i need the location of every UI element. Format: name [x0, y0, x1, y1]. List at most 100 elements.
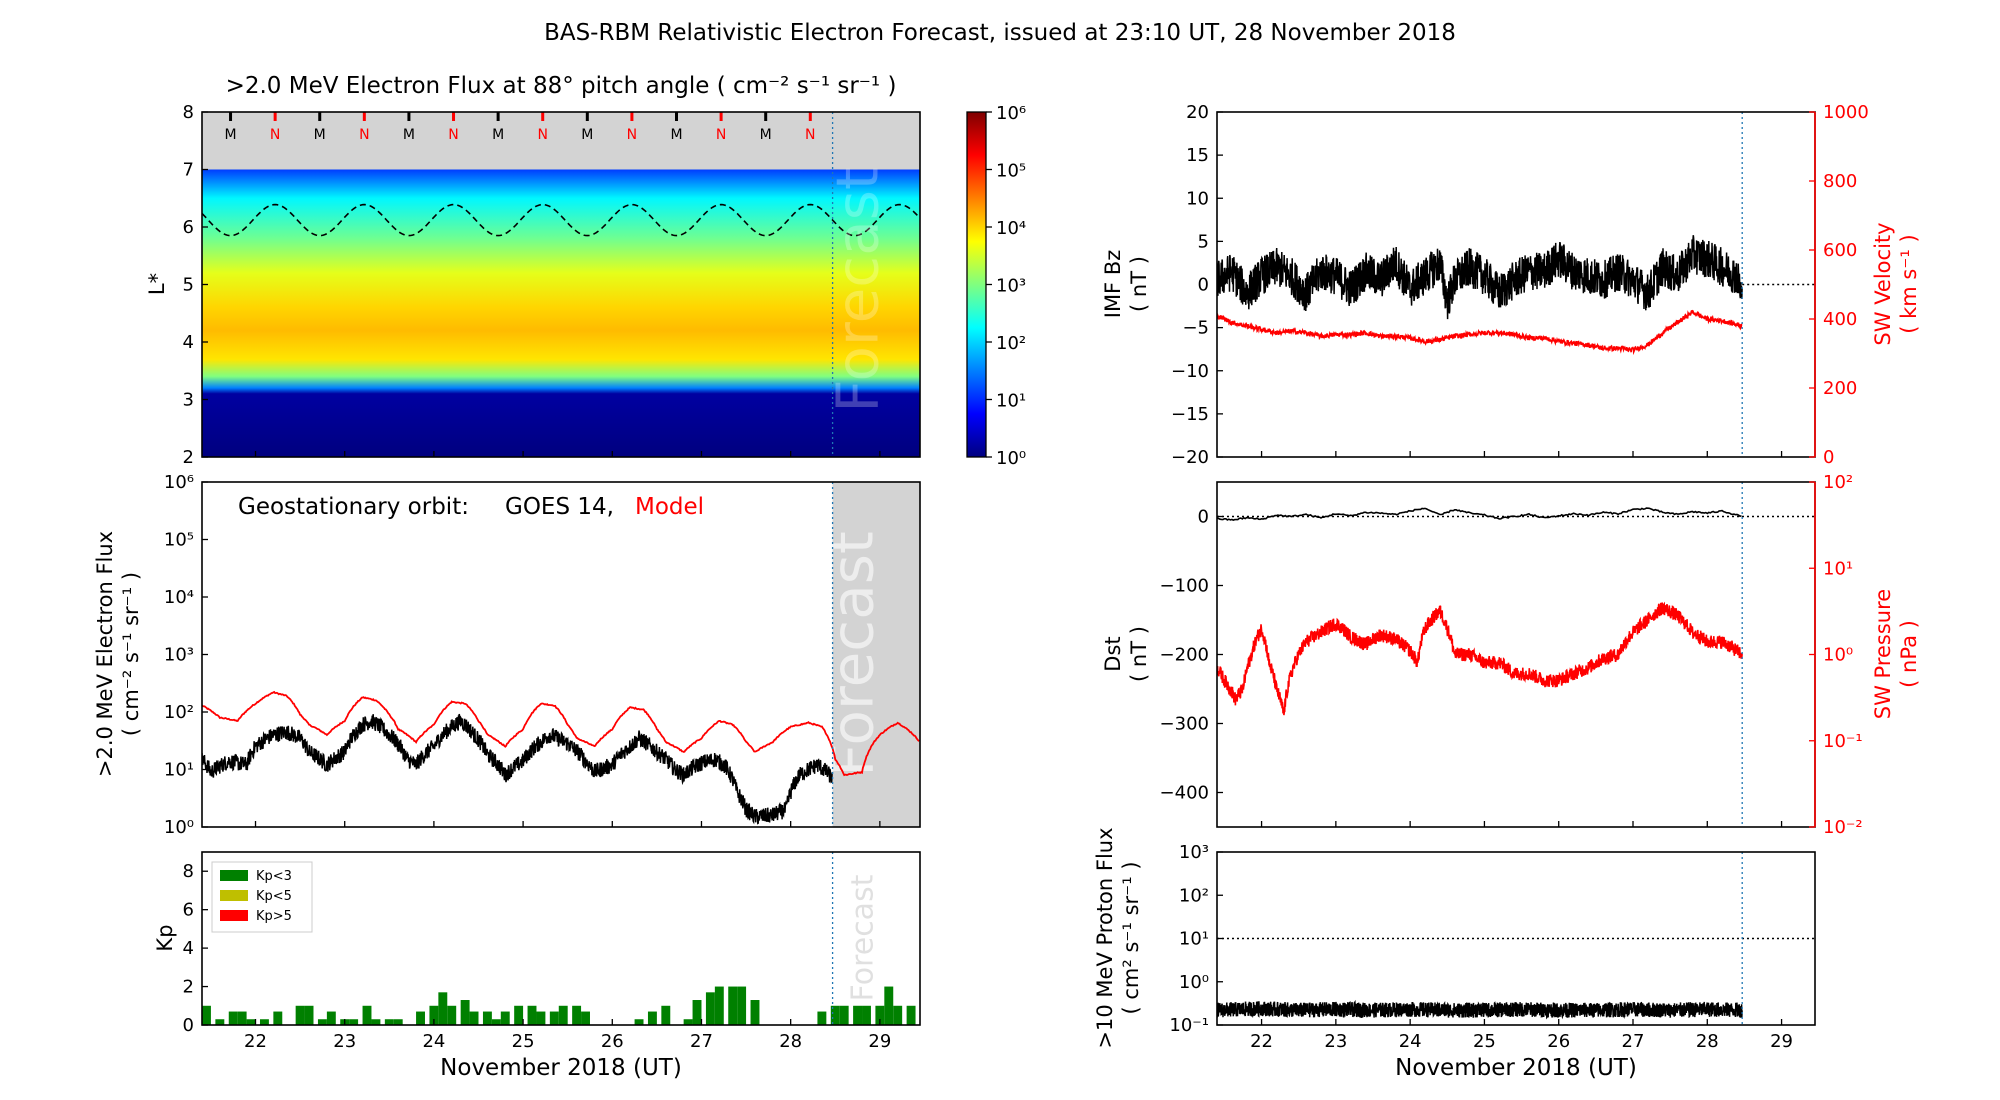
- proton-xtick-label: 27: [1622, 1031, 1645, 1052]
- colorbar-tick-label: 10³: [996, 276, 1026, 297]
- kp-bar: [705, 992, 715, 1025]
- imf-ylabel-line: IMF Bz: [1101, 250, 1125, 319]
- geo-ytick-label: 10⁴: [164, 587, 194, 608]
- geo-ytick-label: 10¹: [164, 760, 194, 781]
- colorbar-tick-label: 10²: [996, 333, 1026, 354]
- mlt-marker-label: M: [403, 127, 415, 143]
- kp-bar: [215, 1019, 225, 1025]
- kp-bar: [893, 1005, 903, 1025]
- colorbar-tick-label: 10⁵: [996, 161, 1026, 182]
- kp-bar: [362, 1005, 372, 1025]
- kp-legend-label: Kp<5: [256, 889, 292, 904]
- kp-bar: [661, 1005, 671, 1025]
- proton-ytick-label: 10¹: [1179, 929, 1209, 950]
- lstar-ytick-label: 6: [183, 217, 194, 238]
- colorbar-tick-label: 10⁰: [996, 448, 1026, 469]
- lstar-ytick-label: 4: [183, 332, 194, 353]
- imf-ytick-label: 0: [1198, 275, 1209, 296]
- kp-bar: [817, 1011, 827, 1025]
- dst-ytick-label: −100: [1160, 576, 1209, 597]
- kp-bar: [514, 1005, 524, 1025]
- kp-bar: [906, 1005, 916, 1025]
- kp-bar: [750, 1000, 760, 1025]
- mlt-marker-label: N: [805, 127, 815, 143]
- above-lstar7-region: [202, 112, 920, 170]
- lstar-ytick-label: 5: [183, 275, 194, 296]
- dst-ylabel-line: ( nT ): [1127, 626, 1151, 682]
- proton-xtick-label: 25: [1473, 1031, 1496, 1052]
- kp-bar: [500, 1011, 510, 1025]
- legend-prefix: Geostationary orbit:: [238, 494, 469, 520]
- dst-ytick-label: −300: [1160, 714, 1209, 735]
- kp-bar: [549, 1011, 559, 1025]
- kp-bar: [304, 1005, 314, 1025]
- dst-ytick-label: 0: [1198, 507, 1209, 528]
- imf-y2tick-label: 600: [1823, 240, 1857, 261]
- imf-y2tick-label: 0: [1823, 447, 1834, 468]
- lstar-ylabel-line: L*: [145, 273, 169, 295]
- mlt-marker-label: N: [359, 127, 369, 143]
- flux-heatmap: [202, 169, 920, 457]
- proton-flux-line: [1217, 999, 1743, 1020]
- imf-y2tick-label: 200: [1823, 378, 1857, 399]
- kp-xtick-label: 26: [601, 1031, 624, 1052]
- mlt-marker-label: M: [670, 127, 682, 143]
- kp-bar: [714, 986, 724, 1025]
- goes-flux-line: [202, 713, 834, 825]
- mlt-marker-label: M: [581, 127, 593, 143]
- kp-ylabel: Kp: [153, 924, 177, 951]
- mlt-marker-label: N: [716, 127, 726, 143]
- mlt-marker-label: N: [627, 127, 637, 143]
- sw-velocity-ylabel-line: SW Velocity: [1871, 222, 1895, 345]
- kp-legend-label: Kp>5: [256, 909, 292, 924]
- kp-bar: [202, 1005, 211, 1025]
- kp-bar: [862, 1005, 871, 1025]
- kp-bar: [527, 1005, 537, 1025]
- kp-legend-label: Kp<3: [256, 869, 292, 884]
- mlt-marker-label: N: [270, 127, 280, 143]
- imf-ytick-label: 10: [1186, 188, 1209, 209]
- flux-colorbar: 10⁰ 10¹ 10² 10³ 10⁴ 10⁵ 10⁶: [966, 103, 1026, 469]
- sw-velocity-ylabel: SW Velocity( km s⁻¹ ): [1871, 222, 1921, 345]
- geo-ytick-label: 10⁰: [164, 817, 194, 838]
- kp-bar: [469, 1011, 479, 1025]
- kp-bar: [393, 1019, 403, 1025]
- kp-ytick-label: 6: [183, 900, 194, 921]
- kp-bar: [558, 1005, 568, 1025]
- kp-bar: [447, 1005, 457, 1025]
- forecast-region: [832, 482, 920, 827]
- kp-bar: [572, 1005, 582, 1025]
- kp-bar: [228, 1011, 238, 1025]
- proton-flux-panel: 10⁻¹ 10⁰ 10¹ 10² 10³ 22 23 24 25 26 27 28 29 >10 MeV …: [1093, 827, 1816, 1052]
- colorbar-tick-label: 10⁶: [996, 103, 1026, 124]
- imf-ytick-label: −20: [1171, 447, 1209, 468]
- kp-ytick-label: 8: [183, 861, 194, 882]
- kp-xtick-label: 29: [868, 1031, 891, 1052]
- kp-ytick-label: 0: [183, 1015, 194, 1036]
- lstar-panel-title: >2.0 MeV Electron Flux at 88° pitch angl…: [226, 73, 897, 99]
- right-xaxis-label: November 2018 (UT): [1395, 1055, 1637, 1081]
- kp-bar: [460, 1000, 470, 1025]
- mlt-marker-label: N: [448, 127, 458, 143]
- sw-pressure-ylabel-line: SW Pressure: [1871, 589, 1895, 719]
- geo-flux-panel: Forecast 10⁰ 10¹ 10² 10³ 10⁴ 10⁵ 10⁶ >2.0 MeV El…: [93, 472, 921, 838]
- kp-bar: [416, 1011, 425, 1025]
- kp-xtick-label: 27: [690, 1031, 713, 1052]
- lstar-ytick-label: 3: [183, 390, 194, 411]
- kp-legend-swatch: [220, 870, 248, 881]
- kp-bar: [737, 986, 747, 1025]
- imf-ytick-label: −5: [1182, 318, 1209, 339]
- forecast-watermark: Forecast: [824, 167, 892, 412]
- dst-ytick-label: −400: [1160, 783, 1209, 804]
- proton-xtick-label: 22: [1250, 1031, 1273, 1052]
- imf-ytick-label: 20: [1186, 102, 1209, 123]
- sw-velocity-line: [1217, 309, 1743, 356]
- geo-ytick-label: 10⁶: [164, 472, 194, 493]
- kp-bar: [875, 1005, 885, 1025]
- figure-title: BAS-RBM Relativistic Electron Forecast, …: [544, 20, 1456, 46]
- dst-y2tick-label: 10⁰: [1823, 645, 1853, 666]
- dst-ytick-label: −200: [1160, 645, 1209, 666]
- kp-bar: [536, 1011, 546, 1025]
